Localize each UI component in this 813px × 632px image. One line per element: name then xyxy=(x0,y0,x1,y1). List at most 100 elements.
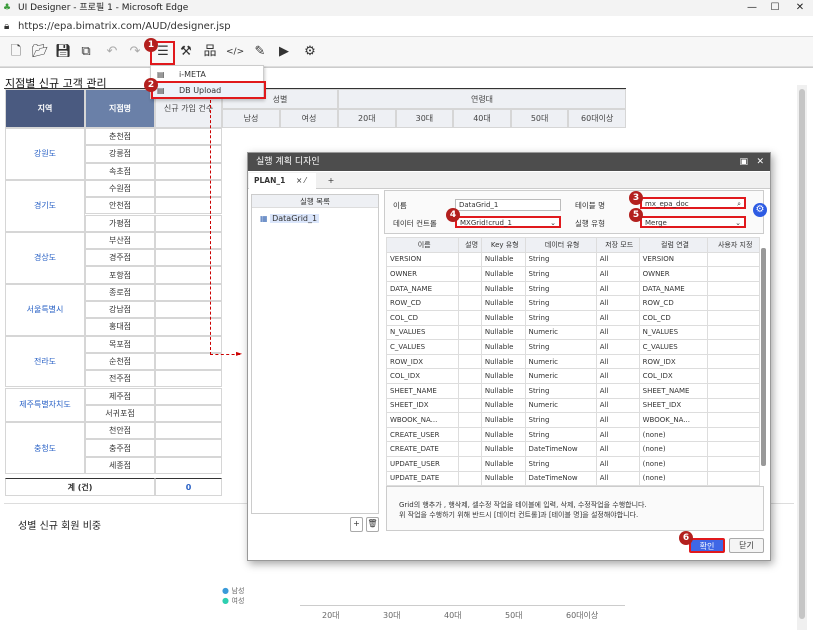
run-icon[interactable]: ▶ xyxy=(279,44,289,59)
table-row[interactable]: WBOOK_NA... Nullable String All WBOOK_NA... xyxy=(385,412,760,428)
table-cell[interactable]: Nullable xyxy=(480,251,526,268)
table-row[interactable]: COL_CD Nullable String All COL_CD xyxy=(385,309,760,326)
table-cell[interactable]: (none) xyxy=(638,426,709,443)
column-header[interactable]: Key 유형 xyxy=(480,237,526,253)
table-cell[interactable]: UPDATE_USER xyxy=(385,455,460,472)
table-row[interactable]: N_VALUES Nullable Numeric All N_VALUES xyxy=(385,324,760,341)
table-cell[interactable]: ROW_IDX xyxy=(385,353,460,370)
hierarchy-icon[interactable]: 品 xyxy=(203,44,217,59)
table-cell[interactable]: All xyxy=(595,353,640,370)
table-cell[interactable]: Nullable xyxy=(480,412,526,428)
table-cell[interactable]: Nullable xyxy=(480,324,526,341)
table-scrollbar[interactable] xyxy=(761,248,766,466)
table-cell[interactable] xyxy=(458,280,482,297)
table-row[interactable]: UPDATE_DATE Nullable DateTimeNow All (none) xyxy=(385,470,760,487)
close-window-icon[interactable]: ✕ xyxy=(795,2,805,13)
table-cell[interactable] xyxy=(707,339,760,355)
table-cell[interactable]: C_VALUES xyxy=(385,339,460,355)
search-icon[interactable]: ⌕ xyxy=(737,200,741,208)
undo-icon[interactable]: ↶ xyxy=(106,44,118,59)
table-cell[interactable]: All xyxy=(595,295,640,311)
settings-gear-icon[interactable]: ⚙ xyxy=(304,44,316,59)
table-cell[interactable]: All xyxy=(595,266,640,282)
table-cell[interactable]: OWNER xyxy=(638,266,709,282)
table-cell[interactable] xyxy=(707,368,760,384)
column-header[interactable]: 설명 xyxy=(458,237,482,253)
table-cell[interactable]: N_VALUES xyxy=(638,324,709,341)
table-cell[interactable]: String xyxy=(524,280,597,297)
column-header[interactable]: 데이터 유형 xyxy=(524,237,597,253)
table-cell[interactable]: CREATE_USER xyxy=(385,426,460,443)
table-cell[interactable]: Numeric xyxy=(524,353,597,370)
table-row[interactable]: ROW_CD Nullable String All ROW_CD xyxy=(385,295,760,311)
table-cell[interactable]: (none) xyxy=(638,455,709,472)
table-cell[interactable]: All xyxy=(595,382,640,399)
table-cell[interactable]: String xyxy=(524,251,597,268)
table-cell[interactable]: COL_CD xyxy=(385,309,460,326)
table-cell[interactable] xyxy=(458,251,482,268)
table-cell[interactable]: All xyxy=(595,280,640,297)
table-cell[interactable]: String xyxy=(524,412,597,428)
table-cell[interactable] xyxy=(707,280,760,297)
table-cell[interactable]: All xyxy=(595,426,640,443)
redo-icon[interactable]: ↷ xyxy=(129,44,141,59)
table-cell[interactable]: Numeric xyxy=(524,368,597,384)
save-all-icon[interactable]: ⧉ xyxy=(81,44,91,59)
new-file-icon[interactable]: 🗋 xyxy=(10,44,22,59)
data-control-select[interactable]: MXGrid!crud_1 ⌄ xyxy=(455,216,561,228)
table-name-field[interactable]: mx_epa_doc ⌕ xyxy=(640,197,746,209)
table-cell[interactable] xyxy=(707,295,760,311)
table-cell[interactable]: Numeric xyxy=(524,397,597,414)
tab-plan-1[interactable]: PLAN_1 × ⁄ xyxy=(249,173,316,189)
table-cell[interactable] xyxy=(458,339,482,355)
table-row[interactable]: COL_IDX Nullable Numeric All COL_IDX xyxy=(385,368,760,384)
table-cell[interactable]: DATA_NAME xyxy=(638,280,709,297)
table-cell[interactable] xyxy=(707,266,760,282)
settings-gear-icon[interactable]: ⚙ xyxy=(753,203,767,217)
edit-icon[interactable]: ✎ xyxy=(254,44,266,59)
table-cell[interactable]: Nullable xyxy=(480,368,526,384)
save-icon[interactable]: 💾︎ xyxy=(55,44,72,59)
table-cell[interactable]: UPDATE_DATE xyxy=(385,470,460,487)
table-cell[interactable]: COL_IDX xyxy=(385,368,460,384)
add-item-button[interactable]: + xyxy=(350,517,363,532)
table-cell[interactable]: All xyxy=(595,397,640,414)
address-bar[interactable]: 🔒︎ https://epa.bimatrix.com/AUD/designer… xyxy=(0,16,813,37)
table-cell[interactable] xyxy=(707,382,760,399)
column-header[interactable]: 저장 모드 xyxy=(595,237,640,253)
maximize-dialog-icon[interactable]: ▣ xyxy=(739,157,748,167)
table-cell[interactable]: Nullable xyxy=(480,280,526,297)
table-cell[interactable]: Numeric xyxy=(524,324,597,341)
menu-item-db-upload[interactable]: ▤ DB Upload xyxy=(151,83,263,99)
column-header[interactable]: 컬럼 연결 xyxy=(638,237,709,253)
table-cell[interactable]: WBOOK_NA... xyxy=(385,412,460,428)
table-cell[interactable] xyxy=(458,266,482,282)
table-cell[interactable] xyxy=(458,368,482,384)
table-cell[interactable]: All xyxy=(595,455,640,472)
table-cell[interactable]: All xyxy=(595,309,640,326)
table-cell[interactable]: String xyxy=(524,382,597,399)
column-header[interactable]: 사용자 지정 xyxy=(707,237,760,253)
close-button[interactable]: 닫기 xyxy=(729,538,764,553)
table-cell[interactable]: COL_CD xyxy=(638,309,709,326)
table-cell[interactable]: (none) xyxy=(638,470,709,487)
table-cell[interactable]: All xyxy=(595,470,640,487)
table-cell[interactable] xyxy=(707,397,760,414)
table-cell[interactable] xyxy=(707,309,760,326)
table-row[interactable]: UPDATE_USER Nullable String All (none) xyxy=(385,455,760,472)
table-cell[interactable]: Nullable xyxy=(480,397,526,414)
table-cell[interactable] xyxy=(707,470,760,487)
table-row[interactable]: VERSION Nullable String All VERSION xyxy=(385,251,760,268)
table-row[interactable]: DATA_NAME Nullable String All DATA_NAME xyxy=(385,280,760,297)
table-cell[interactable]: ROW_CD xyxy=(638,295,709,311)
table-cell[interactable]: (none) xyxy=(638,441,709,457)
table-cell[interactable]: String xyxy=(524,455,597,472)
table-cell[interactable]: Nullable xyxy=(480,382,526,399)
table-cell[interactable]: Nullable xyxy=(480,339,526,355)
ok-button[interactable]: 확인 xyxy=(689,538,725,553)
table-cell[interactable] xyxy=(707,441,760,457)
table-cell[interactable] xyxy=(707,251,760,268)
canvas-scrollbar[interactable] xyxy=(797,85,807,630)
menu-item-imeta[interactable]: ▤ i-META xyxy=(151,67,263,83)
table-cell[interactable]: Nullable xyxy=(480,266,526,282)
